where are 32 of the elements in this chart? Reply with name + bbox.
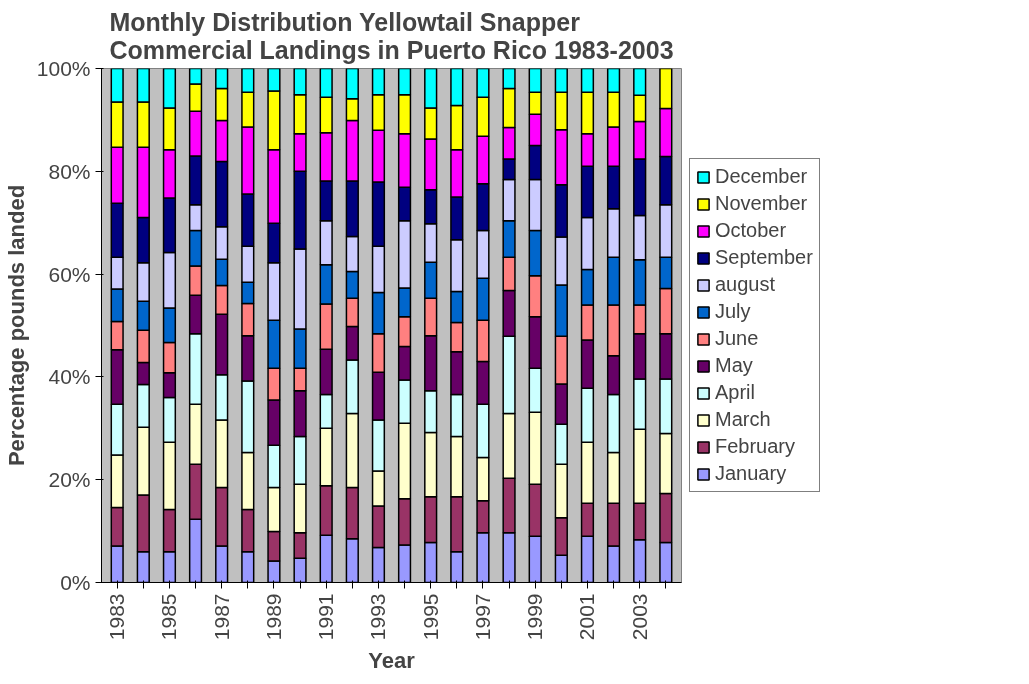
x-tick-label: 1999 (523, 593, 547, 641)
x-tick-label: 1997 (470, 593, 494, 641)
x-tick-label: 1995 (418, 593, 442, 641)
x-tick-label: 1985 (157, 593, 181, 641)
legend-label: June (715, 327, 759, 350)
chart-title: Monthly Distribution Yellowtail Snapper Commercial Landings in Puerto Rico 1983-2003 (109, 7, 674, 64)
y-axis-title: Percentage pounds landed (3, 184, 29, 467)
x-tick-label: 1993 (366, 593, 390, 641)
legend-label: March (715, 408, 771, 431)
legend-label: October (715, 219, 787, 242)
y-tick-label: 100% (36, 57, 91, 80)
y-tick-label: 40% (48, 365, 91, 389)
x-tick-label: 1987 (209, 593, 233, 641)
legend-label: May (715, 354, 753, 377)
legend-label: February (715, 435, 796, 458)
legend-label: December (715, 165, 808, 188)
legend-label: September (715, 246, 813, 269)
x-tick-label: 1991 (314, 593, 338, 641)
x-tick-label: 2003 (627, 593, 651, 641)
x-tick-label: 2001 (575, 593, 599, 641)
legend-label: January (715, 462, 787, 485)
legend-label: November (715, 192, 808, 215)
y-tick-label: 60% (48, 262, 91, 286)
x-tick-label: 1989 (261, 593, 285, 641)
x-tick-label: 1983 (105, 593, 129, 641)
legend-label: July (715, 300, 751, 323)
y-tick-label: 20% (48, 468, 91, 492)
y-tick-label: 80% (48, 159, 91, 183)
legend-label: April (715, 381, 756, 404)
x-axis-title: Year (368, 648, 416, 674)
y-tick-label: 0% (60, 571, 91, 594)
legend-label: august (715, 273, 776, 296)
